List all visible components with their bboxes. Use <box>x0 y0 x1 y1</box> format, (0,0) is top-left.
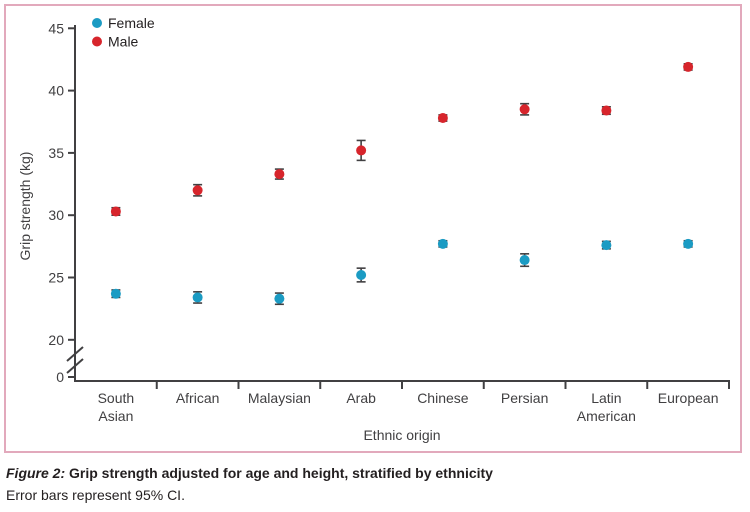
x-label-latin-american: American <box>577 408 636 424</box>
x-label-african: African <box>176 390 220 406</box>
figure-frame: 45 40 35 30 25 20 0 South Asian African Malaysian A… <box>4 4 742 453</box>
y-tick-label-20: 20 <box>48 332 64 348</box>
caption-line-title: Figure 2: Grip strength adjusted for age… <box>6 462 744 484</box>
y-tick-label-40: 40 <box>48 83 64 99</box>
axes <box>74 25 730 382</box>
point-female-malaysian <box>274 293 285 304</box>
point-female-chinese <box>437 238 448 249</box>
x-label-latin-american: Latin <box>591 390 621 406</box>
point-male-malaysian <box>274 169 285 180</box>
x-label-south-asian: South <box>98 390 135 406</box>
caption-title-text: Grip strength adjusted for age and heigh… <box>69 465 493 481</box>
point-male-latin-american <box>601 105 612 116</box>
point-female-latin-american <box>601 240 612 251</box>
y-ticks: 45 40 35 30 25 20 0 <box>48 20 75 385</box>
x-axis-title: Ethnic origin <box>363 427 440 443</box>
point-male-persian <box>519 104 530 115</box>
point-female-persian <box>519 255 530 266</box>
x-label-arab: Arab <box>346 390 376 406</box>
y-axis-title: Grip strength (kg) <box>17 152 33 261</box>
y-tick-label-0: 0 <box>56 369 64 385</box>
point-female-european <box>683 238 694 249</box>
figure-caption: Figure 2: Grip strength adjusted for age… <box>6 462 744 506</box>
legend: Female Male <box>92 15 155 50</box>
point-male-chinese <box>437 113 448 124</box>
legend-swatch-male <box>92 36 102 47</box>
point-female-arab <box>356 270 367 281</box>
point-male-european <box>683 61 694 72</box>
grip-strength-chart: 45 40 35 30 25 20 0 South Asian African Malaysian A… <box>17 15 730 443</box>
x-ticks <box>155 381 730 389</box>
x-label-malaysian: Malaysian <box>248 390 311 406</box>
axis-break-slash <box>66 358 84 374</box>
x-label-south-asian: Asian <box>98 408 133 424</box>
y-tick-label-45: 45 <box>48 20 64 36</box>
x-label-european: European <box>658 390 719 406</box>
error-bars <box>111 63 693 306</box>
point-male-arab <box>356 145 367 156</box>
y-tick-label-35: 35 <box>48 145 64 161</box>
caption-figure-label: Figure 2: <box>6 465 66 481</box>
y-axis-break <box>66 346 84 374</box>
legend-label-female: Female <box>108 15 155 31</box>
x-label-chinese: Chinese <box>417 390 469 406</box>
axis-break-slash <box>66 346 84 362</box>
legend-label-male: Male <box>108 34 139 50</box>
data-points <box>110 61 694 304</box>
y-tick-label-25: 25 <box>48 270 64 286</box>
legend-swatch-female <box>92 18 102 28</box>
y-tick-label-30: 30 <box>48 207 64 223</box>
point-female-african <box>192 292 203 303</box>
point-male-african <box>192 185 203 196</box>
x-label-persian: Persian <box>501 390 548 406</box>
point-female-south-asian <box>110 288 121 299</box>
caption-note: Error bars represent 95% CI. <box>6 487 185 503</box>
point-male-south-asian <box>110 206 121 217</box>
x-category-labels: South Asian African Malaysian Arab Chinese Per… <box>98 390 719 424</box>
